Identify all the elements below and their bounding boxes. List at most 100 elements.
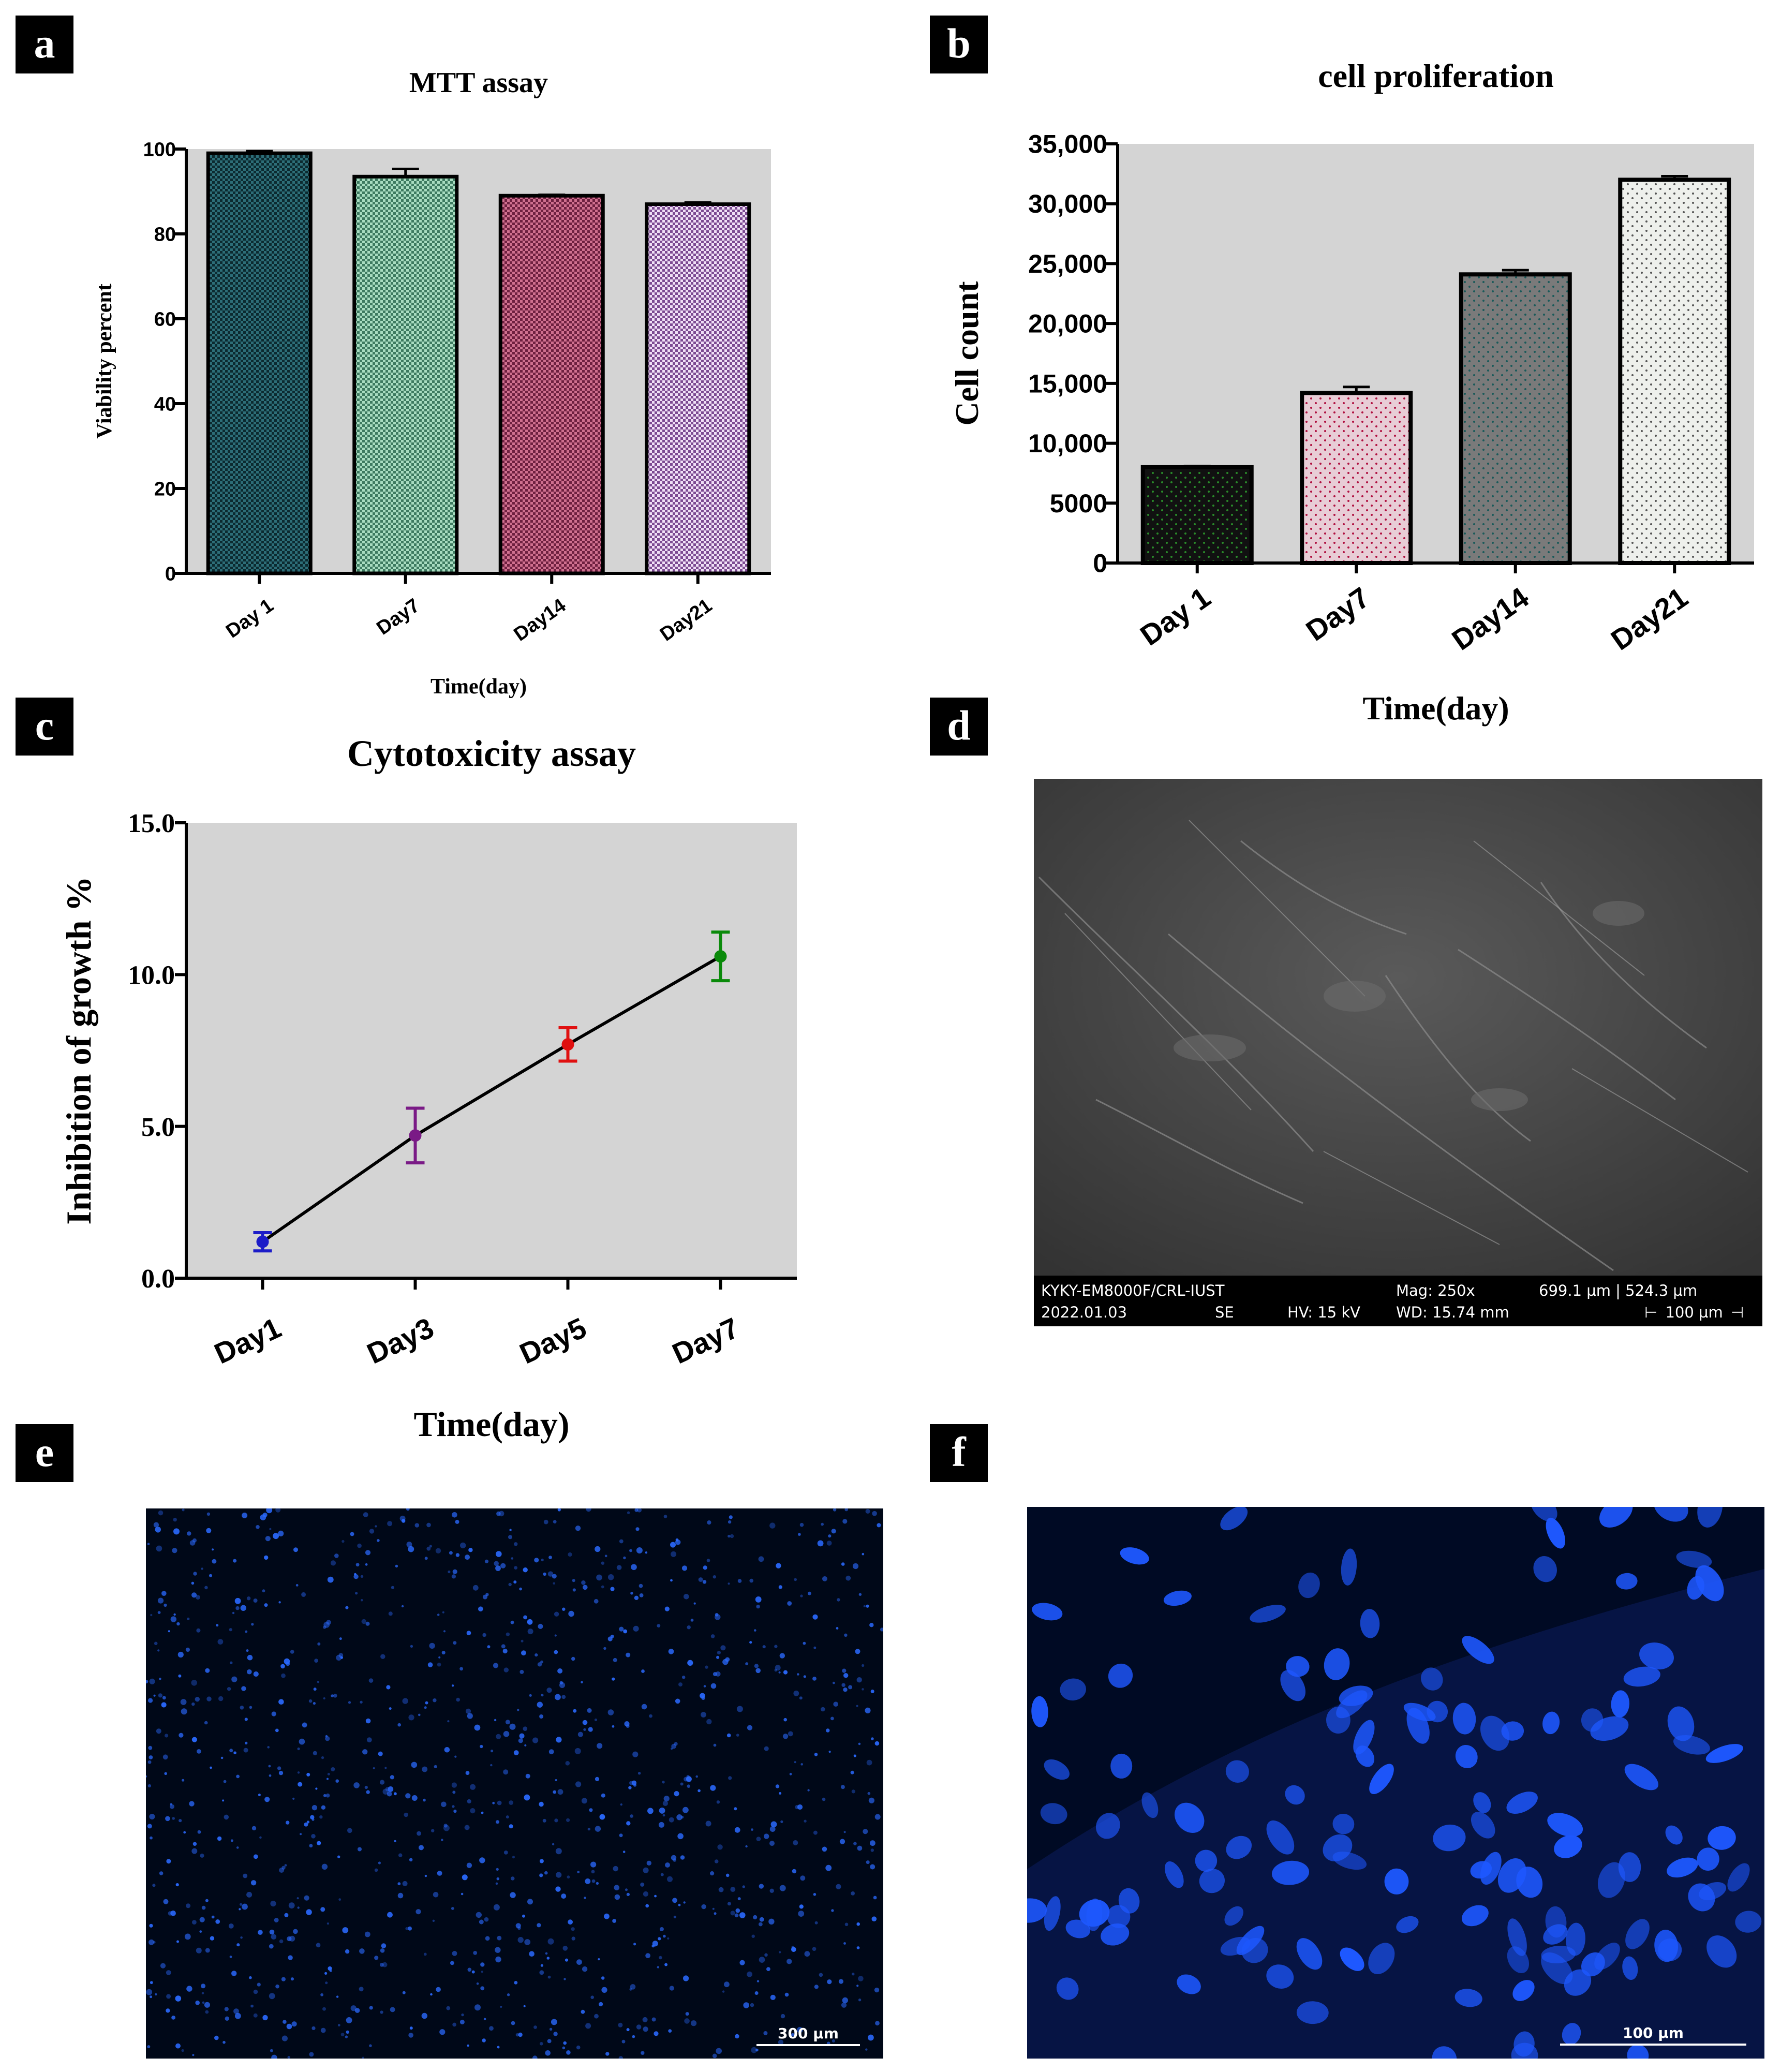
- nucleus-dot: [687, 1625, 691, 1630]
- nucleus: [1546, 1517, 1565, 1549]
- nucleus-dot: [324, 1972, 328, 1975]
- nucleus-dot: [803, 1641, 806, 1645]
- nucleus-dot: [865, 1707, 871, 1713]
- nucleus-dot: [636, 2024, 642, 2030]
- nucleus-dot: [851, 1972, 855, 1976]
- nucleus-dot: [703, 1565, 707, 1570]
- nucleus-dot: [281, 1977, 286, 1981]
- nucleus-dot: [792, 1869, 797, 1874]
- nucleus-dot: [439, 2029, 446, 2035]
- data-point: [256, 1235, 269, 1248]
- nucleus-dot: [317, 1642, 321, 1646]
- nucleus-dot: [845, 1575, 851, 1581]
- nucleus-dot: [775, 1784, 780, 1788]
- nucleus-dot: [162, 1754, 168, 1760]
- nucleus-dot: [518, 2032, 523, 2037]
- nucleus-dot: [309, 2052, 314, 2057]
- nucleus-dot: [870, 1840, 875, 1846]
- nucleus-dot: [201, 1984, 206, 1989]
- nucleus-dot: [444, 1747, 450, 1753]
- nucleus-dot: [597, 1743, 603, 1749]
- nucleus-dot: [794, 1578, 797, 1581]
- nucleus-dot: [287, 2055, 290, 2059]
- nucleus-dot: [858, 1976, 864, 1981]
- x-axis-label: Time(day): [431, 675, 527, 699]
- nucleus-dot: [506, 1815, 509, 1819]
- nucleus-dot: [291, 2021, 297, 2027]
- nucleus-dot: [763, 2031, 768, 2035]
- nucleus-dot: [866, 1860, 870, 1864]
- nucleus-dot: [610, 1634, 614, 1638]
- nucleus-dot: [556, 1872, 562, 1878]
- nucleus-dot: [380, 1948, 385, 1953]
- nucleus-dot: [553, 1520, 557, 1523]
- nucleus-dot: [415, 1909, 421, 1915]
- nucleus-dot: [150, 1836, 153, 1840]
- nucleus-dot: [233, 1559, 237, 1563]
- nucleus-dot: [756, 1604, 760, 1609]
- nucleus-dot: [327, 1576, 334, 1583]
- nucleus-dot: [293, 1929, 298, 1934]
- nucleus: [1340, 1947, 1364, 1971]
- nucleus-dot: [315, 1787, 318, 1790]
- nucleus-dot: [643, 1891, 648, 1897]
- nucleus-dot: [240, 1903, 243, 1906]
- nucleus-dot: [754, 1664, 759, 1668]
- nucleus-dot: [197, 1749, 201, 1754]
- nucleus-dot: [306, 1772, 310, 1777]
- nucleus-dot: [779, 1792, 782, 1795]
- nucleus-dot: [231, 1676, 238, 1682]
- nucleus-dot: [359, 1948, 365, 1954]
- nucleus-dot: [663, 1515, 667, 1518]
- nucleus-dot: [482, 1594, 487, 1600]
- nucleus-dot: [869, 1623, 874, 1627]
- nucleus-dot: [799, 1904, 804, 1909]
- nucleus-dot: [459, 2019, 465, 2024]
- sem-detector: SE: [1215, 1304, 1234, 1321]
- nucleus-dot: [700, 1693, 705, 1699]
- nucleus-dot: [474, 2004, 481, 2011]
- nucleus-dot: [594, 1718, 598, 1722]
- nucleus-dot: [629, 1781, 633, 1785]
- nucleus-dot: [725, 1657, 730, 1662]
- chart-cytotoxicity-assay: 0.0 5.0 10.0 15.0 Cytotoxicity assay Time(day…: [59, 733, 797, 1444]
- nucleus-dot: [768, 1918, 775, 1925]
- nucleus-dot: [659, 1927, 664, 1931]
- bar: [645, 202, 751, 575]
- data-point: [714, 950, 727, 963]
- nucleus: [1541, 1945, 1576, 1964]
- nucleus-dot: [327, 1772, 330, 1775]
- nucleus-dot: [365, 1563, 368, 1566]
- nucleus-dot: [758, 1556, 764, 1562]
- nucleus-dot: [537, 1701, 543, 1708]
- nucleus: [1326, 1706, 1350, 1734]
- nucleus-dot: [503, 1667, 509, 1673]
- nucleus-dot: [843, 1673, 849, 1678]
- nucleus-dot: [155, 1993, 157, 1996]
- nucleus-dot: [633, 1943, 636, 1946]
- nucleus-dot: [549, 2027, 553, 2031]
- nucleus-dot: [509, 1723, 516, 1730]
- nucleus-dot: [364, 1785, 368, 1789]
- nucleus-dot: [464, 1825, 470, 1830]
- nucleus-dot: [264, 1603, 268, 1607]
- nucleus-dot: [249, 1706, 253, 1709]
- nucleus: [1542, 1711, 1560, 1735]
- nucleus: [1369, 1764, 1394, 1795]
- nucleus-dot: [527, 1619, 533, 1625]
- nucleus-dot: [742, 1885, 746, 1888]
- nucleus-dot: [710, 1871, 715, 1876]
- nucleus-dot: [434, 1765, 437, 1768]
- nucleus-dot: [508, 1535, 512, 1540]
- nucleus-dot: [739, 1960, 745, 1965]
- nucleus-dot: [770, 1994, 776, 2000]
- nucleus-dot: [243, 1873, 248, 1878]
- nucleus-dot: [539, 1801, 544, 1807]
- nucleus-dot: [281, 1673, 286, 1678]
- nucleus-dot: [184, 1933, 191, 1940]
- nucleus-dot: [461, 1892, 464, 1896]
- nucleus-dot: [311, 1834, 316, 1839]
- nucleus-dot: [342, 1540, 345, 1543]
- nucleus-dot: [192, 2054, 195, 2056]
- nucleus-dot: [839, 1839, 845, 1844]
